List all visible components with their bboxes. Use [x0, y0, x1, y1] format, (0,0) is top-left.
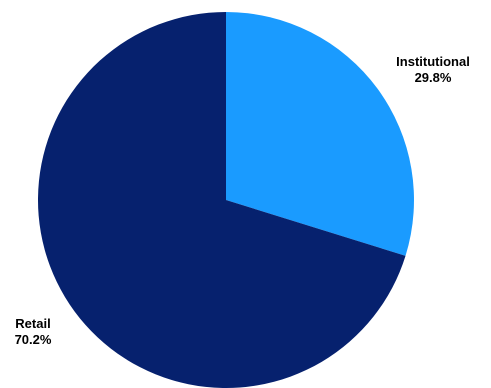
slice-label-retail-name: Retail [15, 316, 51, 331]
slice-label-institutional-value: 29.8% [414, 70, 452, 85]
slice-label-institutional-name: Institutional [396, 54, 470, 69]
slice-label-retail-value: 70.2% [14, 332, 52, 347]
pie-slice-institutional [226, 12, 414, 256]
slice-label-retail: Retail 70.2% [8, 316, 58, 348]
slice-label-institutional: Institutional 29.8% [378, 54, 488, 86]
pie-slice-retail [37, 12, 406, 388]
